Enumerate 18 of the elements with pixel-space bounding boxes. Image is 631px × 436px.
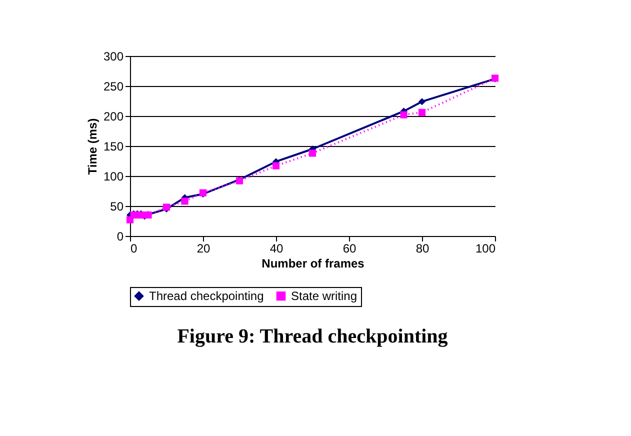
y-tick-label: 50	[110, 200, 124, 214]
y-axis-title: Time (ms)	[85, 118, 100, 175]
text: Figure 9: Thread checkpointing	[177, 326, 448, 348]
legend-label: State writing	[291, 289, 358, 304]
x-tick-label: 100	[475, 242, 496, 256]
x-tick-label: 0	[130, 242, 138, 256]
y-tick-label: 100	[103, 170, 124, 184]
x-tick-label: 60	[342, 242, 356, 256]
y-tick-label: 0	[116, 230, 124, 244]
x-tick-label: 20	[196, 242, 210, 256]
y-tick-label: 300	[103, 50, 124, 64]
y-tick-label: 250	[103, 80, 124, 94]
y-tick-label: 150	[103, 140, 124, 154]
y-tick-label: 200	[103, 110, 124, 124]
legend-label: Thread checkpointing	[149, 289, 264, 304]
x-axis-title: Number of frames	[262, 256, 365, 270]
x-tick-label: 40	[270, 242, 284, 256]
x-tick-label: 80	[416, 242, 430, 256]
